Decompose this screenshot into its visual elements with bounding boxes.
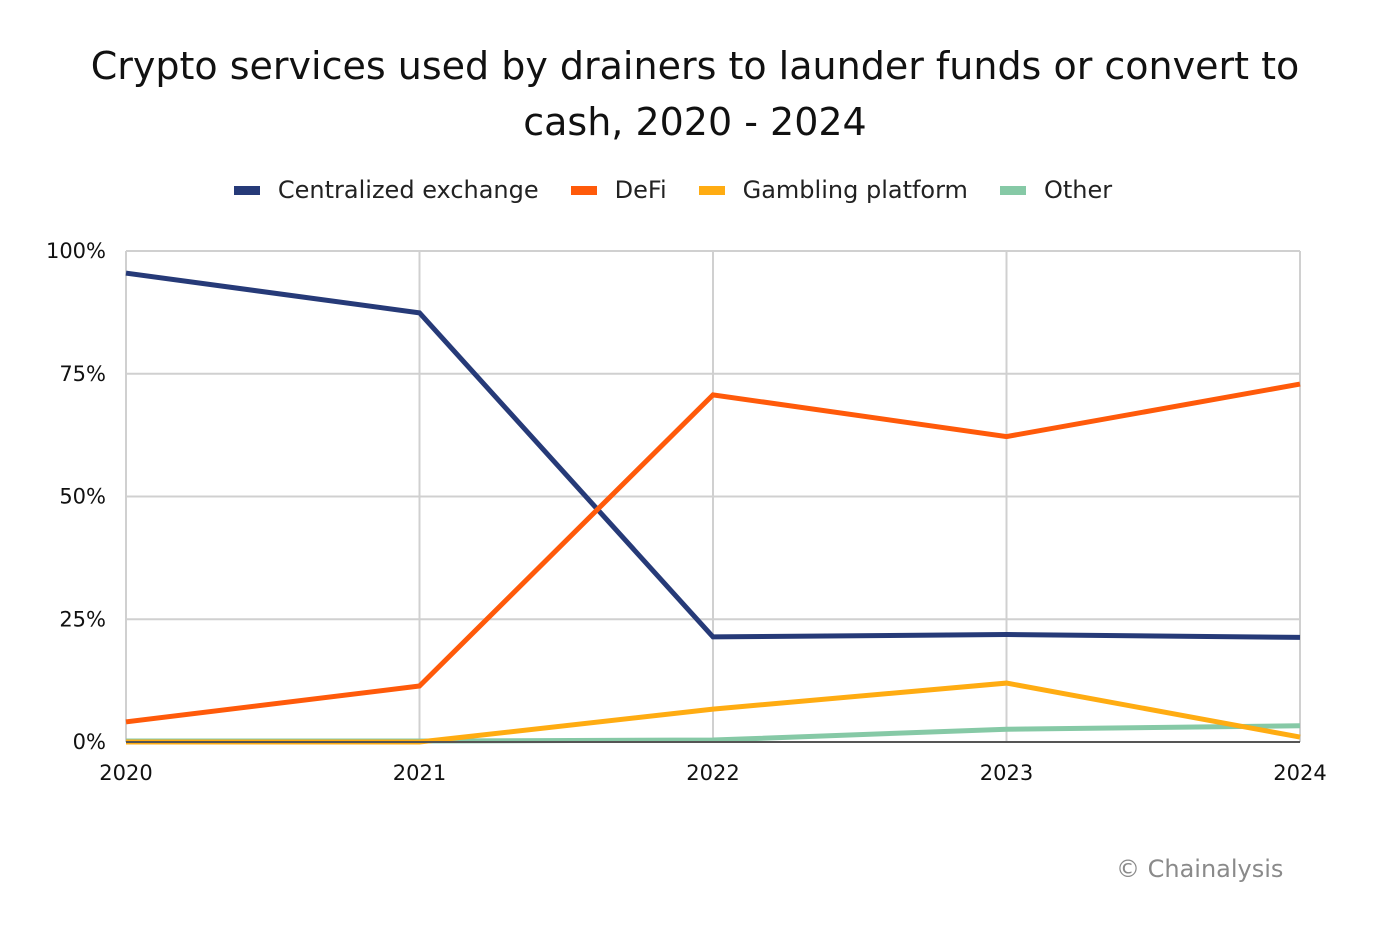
x-tick-label: 2023 xyxy=(980,761,1033,785)
grid xyxy=(125,250,1301,742)
legend-label-other: Other xyxy=(1043,176,1113,204)
legend-swatch-gambling-platform xyxy=(698,185,725,195)
legend-label-centralized-exchange: Centralized exchange xyxy=(277,176,539,204)
y-tick-label: 50% xyxy=(59,485,106,509)
legend-swatch-centralized-exchange xyxy=(233,185,260,195)
chart-title-line-2: cash, 2020 - 2024 xyxy=(523,100,867,144)
x-tick-label: 2020 xyxy=(99,761,152,785)
legend-swatch-other xyxy=(999,185,1026,195)
legend-swatch-defi xyxy=(570,185,597,195)
axes: 0% 25% 50% 75% 100% 2020 2021 2022 2023 2024 xyxy=(46,239,1327,785)
legend-item-gambling-platform: Gambling platform xyxy=(698,176,968,204)
y-tick-label: 0% xyxy=(73,730,106,754)
legend-item-centralized-exchange: Centralized exchange xyxy=(233,176,539,204)
y-tick-label: 100% xyxy=(46,239,106,263)
x-tick-label: 2021 xyxy=(393,761,446,785)
chart-title-line-1: Crypto services used by drainers to laun… xyxy=(90,44,1300,88)
legend-item-other: Other xyxy=(999,176,1113,204)
legend: Centralized exchange DeFi Gambling platf… xyxy=(0,176,1346,204)
legend-item-defi: DeFi xyxy=(570,176,667,204)
y-tick-label: 75% xyxy=(59,362,106,386)
y-tick-label: 25% xyxy=(59,607,106,631)
chart-title: Crypto services used by drainers to laun… xyxy=(0,38,1390,150)
legend-label-gambling-platform: Gambling platform xyxy=(742,176,968,204)
x-tick-label: 2022 xyxy=(686,761,739,785)
legend-label-defi: DeFi xyxy=(614,176,667,204)
chainalysis-credit: © Chainalysis xyxy=(1116,855,1284,883)
x-tick-label: 2024 xyxy=(1273,761,1326,785)
